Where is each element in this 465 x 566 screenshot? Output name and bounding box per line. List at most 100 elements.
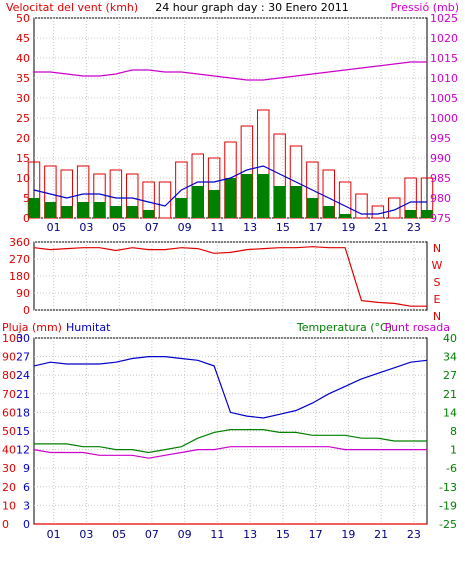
pressure-y-tick-label: 975: [430, 212, 451, 225]
dewpoint-line: [33, 446, 427, 459]
wind-speed-bar: [404, 210, 417, 218]
chart-title: 24 hour graph day : 30 Enero 2011: [155, 1, 349, 14]
x-tick-label: 01: [47, 221, 61, 234]
humidity-y-tick-label: 27: [16, 351, 30, 364]
wind-speed-bar: [175, 198, 188, 218]
pressure-y-tick-label: 980: [430, 192, 451, 205]
temperature-y-tick-label: 1: [450, 444, 457, 457]
wind-direction-line: [33, 246, 427, 307]
wind-speed-bar: [61, 206, 73, 218]
direction-y-tick-label: 0: [23, 304, 30, 317]
rain-y-tick-label: 60: [2, 406, 16, 419]
x-tick-label: 09: [178, 221, 192, 234]
pressure-line: [34, 61, 427, 81]
x-tick-label: 13: [243, 528, 257, 541]
rain-axis-title: Pluja (mm): [2, 321, 62, 334]
x-tick-label: 19: [341, 528, 355, 541]
x-tick-label: 05: [112, 528, 126, 541]
wind-gust-bar: [388, 197, 401, 219]
x-tick-label: 21: [374, 221, 388, 234]
x-tick-label: 01: [47, 528, 61, 541]
x-tick-label: 11: [210, 221, 224, 234]
temperature-y-tick-label: -13: [439, 481, 457, 494]
wind-y-tick-label: 25: [16, 112, 30, 125]
wind-speed-bar: [77, 202, 89, 218]
compass-label: N: [433, 310, 441, 323]
temperature-y-tick-label: 27: [443, 369, 457, 382]
wind-speed-bar: [28, 198, 40, 218]
wind-speed-bar: [323, 206, 335, 218]
rain-y-tick-label: 90: [2, 351, 16, 364]
temperature-y-tick-label: -19: [439, 499, 457, 512]
compass-label: W: [432, 259, 443, 272]
x-tick-label: 07: [145, 221, 159, 234]
wind-average-line: [33, 165, 427, 215]
wind-speed-bar: [110, 206, 122, 218]
x-tick-label: 15: [276, 221, 290, 234]
humidity-y-tick-label: 0: [23, 518, 30, 531]
humidity-y-tick-label: 15: [16, 425, 30, 438]
wind-axis-title: Velocitat del vent (kmh): [6, 1, 138, 14]
pressure-y-tick-label: 1000: [430, 112, 458, 125]
humidity-y-tick-label: 6: [23, 481, 30, 494]
temperature-axis-title: Temperatura (°C): [296, 321, 392, 334]
wind-speed-bar: [421, 210, 433, 218]
wind-speed-bar: [241, 174, 253, 218]
temperature-y-tick-label: -6: [446, 462, 457, 475]
rain-y-tick-label: 100: [2, 332, 23, 345]
humidity-line: [33, 356, 428, 419]
x-tick-label: 05: [112, 221, 126, 234]
x-tick-label: 03: [79, 528, 93, 541]
direction-y-tick-label: 180: [9, 270, 30, 283]
wind-speed-bar: [306, 198, 319, 218]
dewpoint-axis-title: Punt rosada: [385, 321, 450, 334]
x-tick-label: 19: [341, 221, 355, 234]
direction-y-tick-label: 360: [9, 236, 30, 249]
temperature-y-tick-label: 40: [443, 332, 457, 345]
wind-y-tick-label: 15: [16, 152, 30, 165]
compass-label: E: [434, 293, 441, 306]
wind-y-tick-label: 10: [16, 172, 30, 185]
rain-y-tick-label: 70: [2, 388, 16, 401]
wind-speed-bar: [93, 202, 106, 218]
pressure-axis-title: Pressió (mb): [390, 1, 459, 14]
wind-y-tick-label: 35: [16, 72, 30, 85]
rain-y-tick-label: 20: [2, 481, 16, 494]
wind-y-tick-label: 0: [23, 212, 30, 225]
humidity-axis-title: Humitat: [66, 321, 111, 334]
humidity-y-tick-label: 21: [16, 388, 30, 401]
humidity-y-tick-label: 3: [23, 499, 30, 512]
temperature-y-tick-label: 8: [450, 425, 457, 438]
direction-y-tick-label: 90: [16, 287, 30, 300]
direction-y-tick-label: 270: [9, 253, 30, 266]
wind-speed-bar: [290, 186, 302, 218]
humidity-y-tick-label: 18: [16, 406, 30, 419]
pressure-y-tick-label: 1015: [430, 52, 458, 65]
wind-y-tick-label: 45: [16, 32, 30, 45]
wind-speed-bar: [44, 202, 57, 218]
wind-gust-bar: [355, 193, 368, 219]
pressure-y-tick-label: 1010: [430, 72, 458, 85]
x-tick-label: 23: [407, 528, 421, 541]
wind-y-tick-label: 20: [16, 132, 30, 145]
x-tick-label: 13: [243, 221, 257, 234]
wind-speed-bar: [273, 186, 286, 218]
humidity-y-tick-label: 9: [23, 462, 30, 475]
temperature-line: [34, 429, 427, 454]
x-tick-label: 17: [309, 221, 323, 234]
rain-y-tick-label: 80: [2, 369, 16, 382]
x-tick-label: 09: [178, 528, 192, 541]
temperature-y-tick-label: 14: [443, 406, 457, 419]
x-tick-label: 23: [407, 221, 421, 234]
humidity-plot-frame: [33, 337, 428, 525]
x-tick-label: 07: [145, 528, 159, 541]
rain-y-tick-label: 10: [2, 499, 16, 512]
compass-label: N: [433, 242, 441, 255]
wind-y-tick-label: 50: [16, 12, 30, 25]
compass-label: S: [434, 276, 441, 289]
wind-speed-bar: [192, 186, 204, 218]
rain-y-tick-label: 50: [2, 425, 16, 438]
wind-y-tick-label: 5: [23, 192, 30, 205]
pressure-y-tick-label: 1005: [430, 92, 458, 105]
